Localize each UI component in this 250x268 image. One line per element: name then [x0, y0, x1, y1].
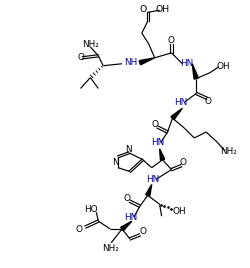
Text: NH₂: NH₂: [220, 147, 236, 156]
Text: NH₂: NH₂: [101, 244, 118, 253]
Text: NH₂: NH₂: [82, 40, 98, 49]
Text: HN: HN: [146, 175, 159, 184]
Text: O: O: [150, 120, 158, 129]
Polygon shape: [145, 184, 151, 196]
Polygon shape: [159, 149, 164, 160]
Text: O: O: [77, 53, 84, 62]
Text: HN: HN: [124, 213, 137, 222]
Text: O: O: [75, 225, 82, 233]
Text: HN: HN: [179, 59, 192, 68]
Polygon shape: [170, 108, 182, 120]
Text: HN: HN: [150, 138, 164, 147]
Text: O: O: [179, 158, 186, 167]
Text: O: O: [123, 194, 130, 203]
Text: O: O: [204, 97, 211, 106]
Text: OH: OH: [155, 5, 169, 14]
Text: N: N: [124, 145, 131, 154]
Text: O: O: [167, 36, 174, 46]
Text: OH: OH: [215, 62, 229, 71]
Text: O: O: [139, 228, 146, 236]
Text: HO: HO: [84, 205, 98, 214]
Text: HN: HN: [173, 98, 186, 107]
Text: OH: OH: [172, 207, 186, 216]
Text: O: O: [139, 5, 146, 14]
Text: N: N: [111, 158, 118, 167]
Text: NH: NH: [124, 58, 137, 67]
Polygon shape: [192, 64, 198, 79]
Polygon shape: [138, 58, 154, 65]
Polygon shape: [120, 221, 132, 231]
